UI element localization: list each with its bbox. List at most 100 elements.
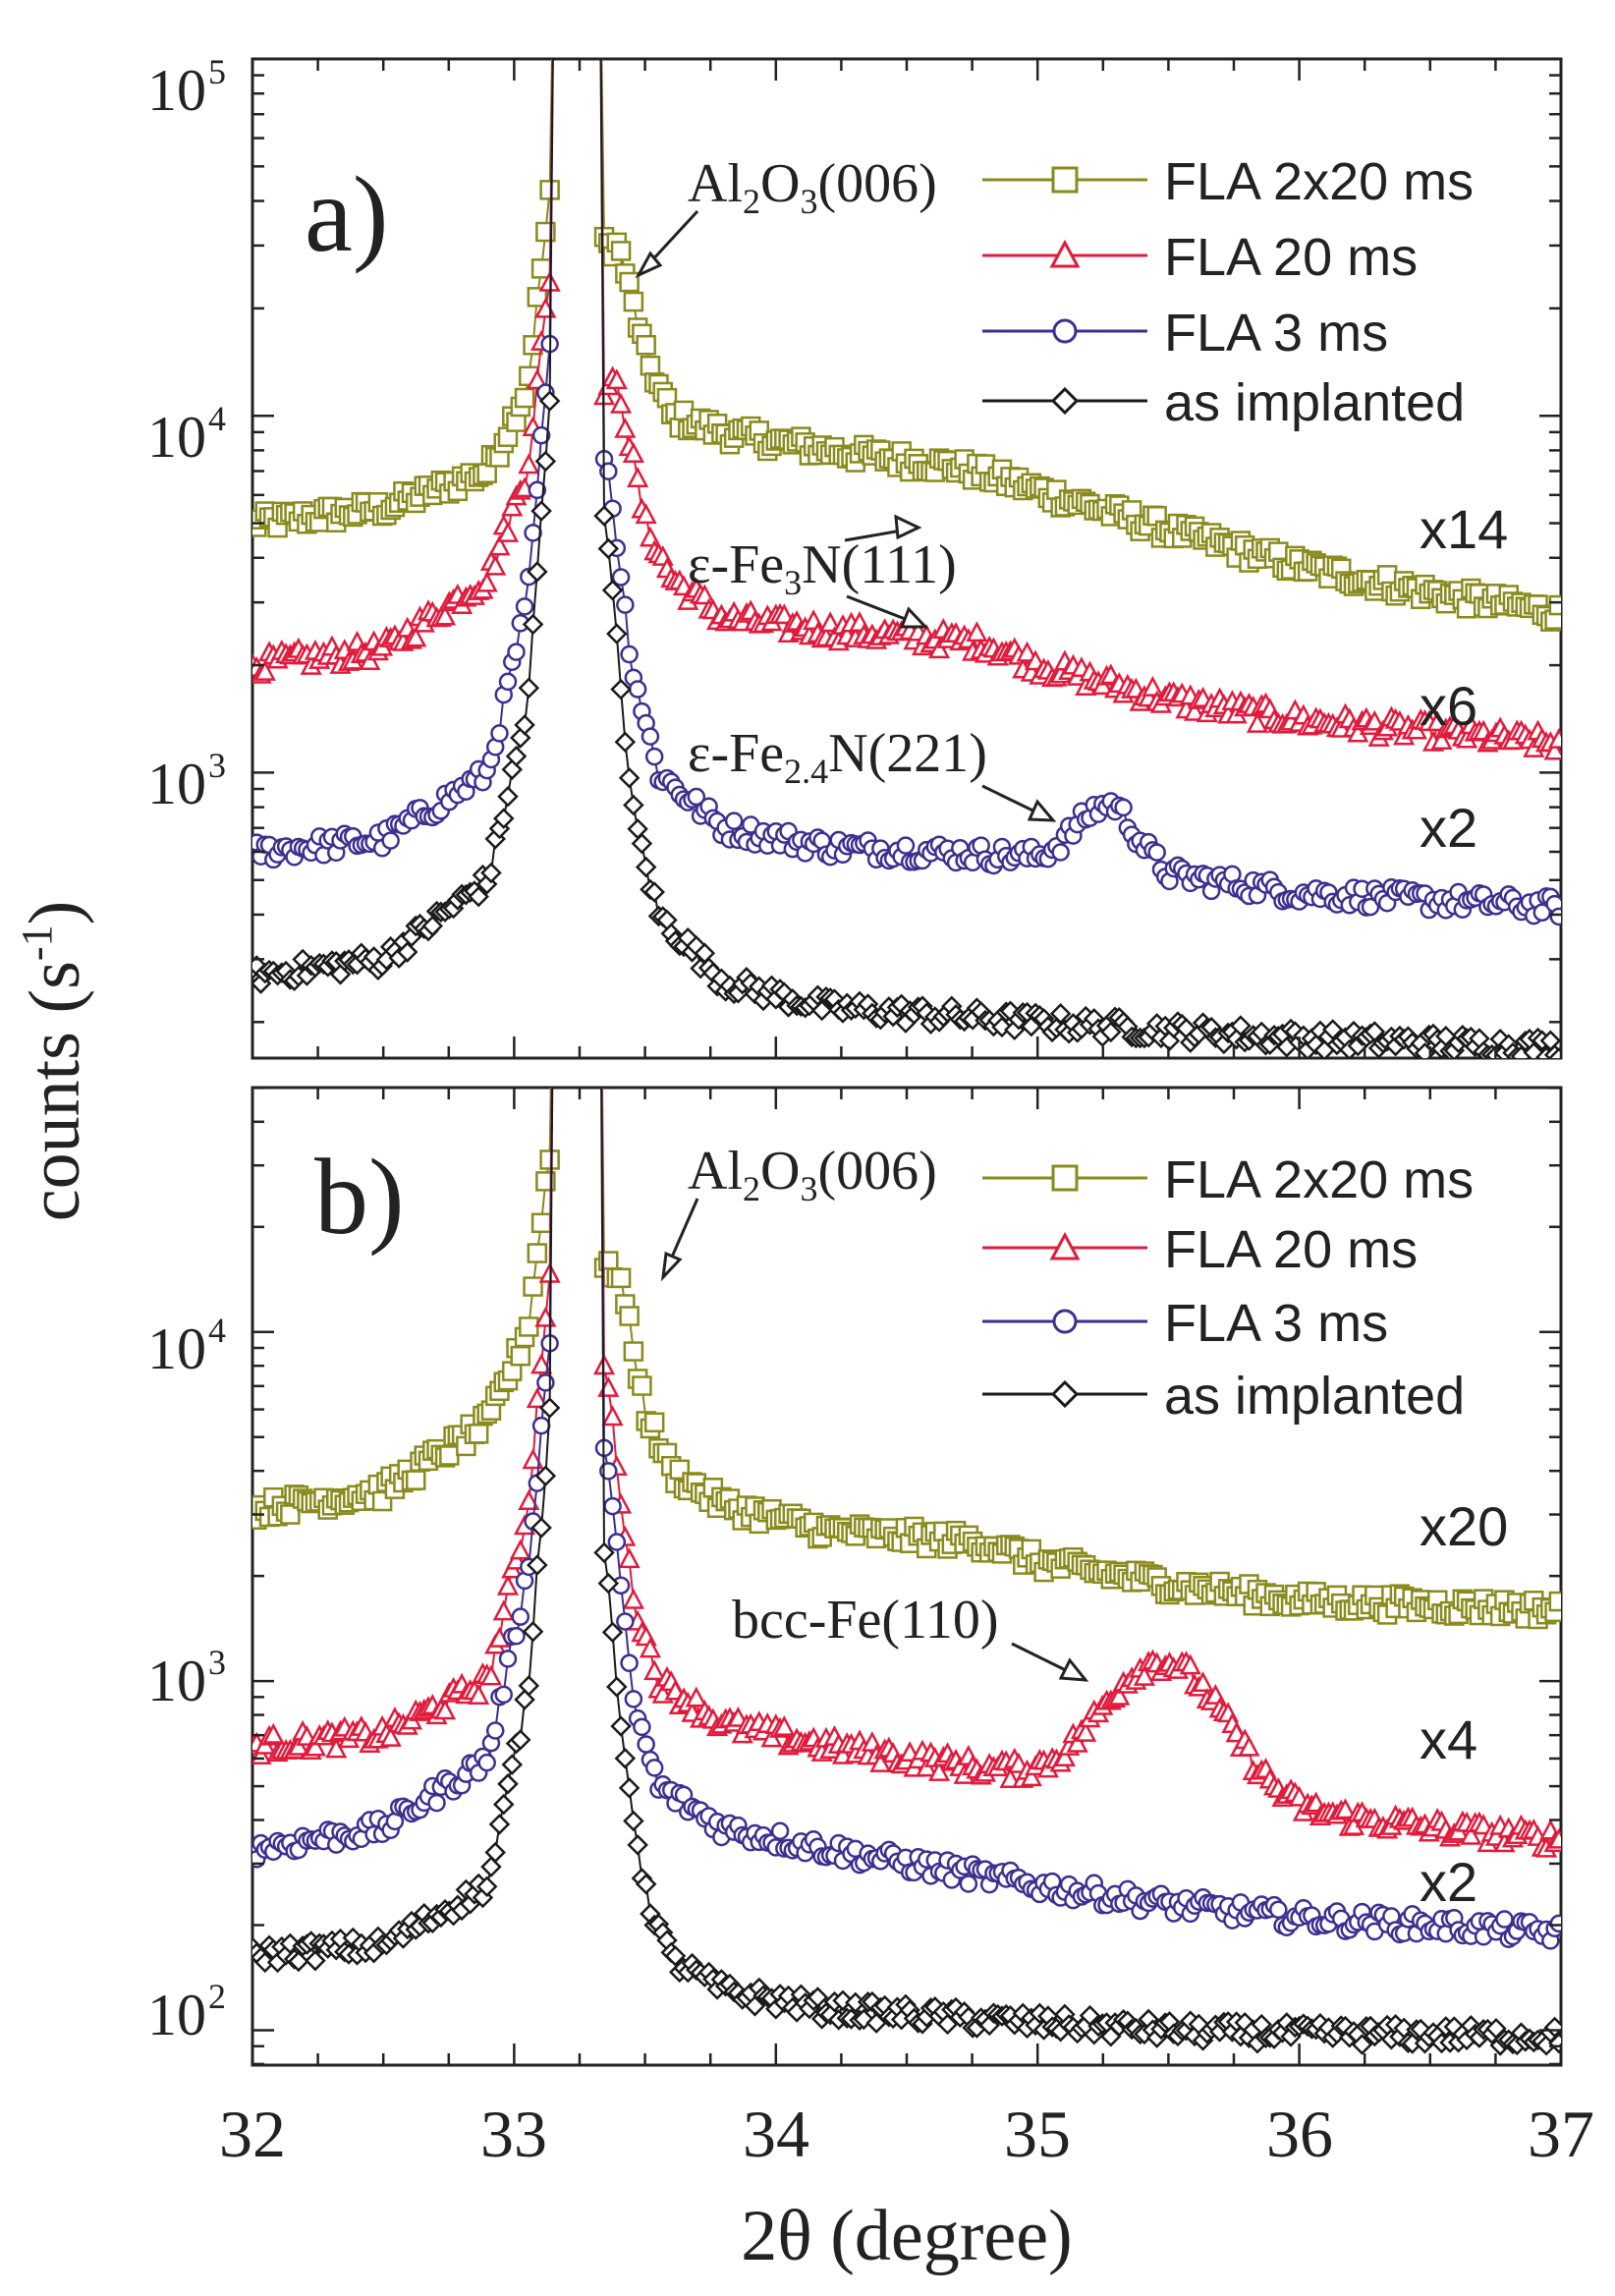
panel-b-legend: FLA 2x20 ms FLA 20 ms FLA 3 ms as implan… bbox=[982, 1150, 1474, 1426]
point-b-3-68 bbox=[527, 1554, 548, 1576]
panel-a-fe24n-arrowhead bbox=[1027, 799, 1057, 822]
x-axis-title: 2θ (degree) bbox=[741, 2196, 1072, 2276]
point-a-3-96 bbox=[643, 881, 665, 903]
point-b-3-59 bbox=[488, 1814, 511, 1835]
point-b-1-199 bbox=[1075, 1720, 1097, 1742]
point-b-0-68 bbox=[527, 1243, 548, 1263]
point-a-1-62 bbox=[501, 495, 524, 517]
point-b-2-93 bbox=[633, 1717, 651, 1737]
point-a-0-88 bbox=[610, 241, 632, 261]
point-b-1-60 bbox=[492, 1599, 515, 1621]
point-a-3-312 bbox=[1548, 1047, 1561, 1058]
point-b-3-135 bbox=[807, 1987, 829, 2008]
svg-text:FLA 2x20 ms: FLA 2x20 ms bbox=[1164, 1150, 1474, 1209]
y-axis-title-sup: -1 bbox=[13, 924, 61, 961]
point-b-1-5 bbox=[262, 1722, 285, 1744]
point-b-2-86 bbox=[603, 1496, 622, 1516]
ytick-b-1e2-exp: 2 bbox=[208, 1977, 226, 2016]
point-a-3-236 bbox=[1230, 1015, 1252, 1036]
point-a-3-61 bbox=[497, 785, 519, 808]
point-a-3-193 bbox=[1049, 1003, 1072, 1025]
point-b-1-86 bbox=[601, 1405, 624, 1427]
point-b-2-56 bbox=[477, 1753, 496, 1772]
point-b-1-238 bbox=[1238, 1735, 1260, 1757]
y-axis-title-main: counts (s bbox=[15, 961, 95, 1221]
point-a-3-57 bbox=[480, 862, 502, 884]
ytick-b-1e4-base: 10 bbox=[147, 1316, 206, 1381]
point-b-1-186 bbox=[1020, 1765, 1042, 1787]
point-a-2-92 bbox=[628, 680, 647, 699]
svg-text:as implanted: as implanted bbox=[1164, 373, 1465, 432]
point-a-2-267 bbox=[1361, 897, 1380, 917]
point-b-1-291 bbox=[1460, 1823, 1482, 1845]
point-b-3-89 bbox=[614, 1748, 637, 1769]
point-b-1-224 bbox=[1179, 1653, 1201, 1675]
svg-text:FLA 3 ms: FLA 3 ms bbox=[1164, 304, 1388, 363]
point-b-3-15 bbox=[305, 1949, 326, 1972]
legend-a-fla-3: FLA 3 ms bbox=[982, 304, 1388, 363]
point-a-3-94 bbox=[635, 856, 657, 878]
point-b-0-47 bbox=[439, 1445, 460, 1466]
point-b-3-92 bbox=[627, 1834, 648, 1856]
point-b-0-88 bbox=[610, 1267, 632, 1289]
xtick-32: 32 bbox=[219, 2097, 286, 2171]
point-b-0-69 bbox=[530, 1212, 552, 1234]
svg-text:FLA 20 ms: FLA 20 ms bbox=[1164, 1220, 1418, 1279]
point-b-3-85 bbox=[597, 1572, 620, 1595]
point-b-1-197 bbox=[1066, 1731, 1088, 1753]
ytick-a-1e4-base: 10 bbox=[147, 405, 206, 470]
svg-text:FLA 20 ms: FLA 20 ms bbox=[1164, 228, 1418, 287]
point-b-1-261 bbox=[1334, 1798, 1357, 1820]
ytick-a-1e4-exp: 4 bbox=[208, 399, 226, 438]
point-a-2-208 bbox=[1114, 798, 1133, 817]
point-b-0-312 bbox=[1548, 1591, 1561, 1612]
point-a-3-70 bbox=[534, 450, 557, 473]
point-a-1-268 bbox=[1364, 709, 1386, 731]
point-a-1-138 bbox=[819, 611, 842, 633]
point-b-2-63 bbox=[507, 1626, 526, 1646]
point-a-0-65 bbox=[514, 387, 535, 409]
point-a-2-106 bbox=[687, 787, 706, 807]
point-a-3-68 bbox=[527, 561, 548, 583]
legend-a-as-implanted: as implanted bbox=[982, 373, 1465, 432]
point-a-1-66 bbox=[518, 453, 540, 475]
point-a-2-312 bbox=[1549, 907, 1561, 926]
ytick-b-1e3-base: 10 bbox=[147, 1649, 206, 1713]
point-b-2-70 bbox=[536, 1373, 555, 1392]
point-a-1-185 bbox=[1016, 641, 1038, 662]
point-a-1-225 bbox=[1183, 700, 1206, 721]
point-b-3-90 bbox=[618, 1777, 640, 1799]
point-a-3-93 bbox=[631, 832, 653, 855]
panel-a-eps-fe24n-label: ε-Fe2.4N(221) bbox=[688, 723, 987, 791]
point-b-2-312 bbox=[1549, 1914, 1561, 1933]
panel-a-scale-fla-2x20: x14 bbox=[1420, 498, 1508, 560]
point-a-1-87 bbox=[605, 368, 628, 390]
point-a-0-68 bbox=[527, 287, 548, 308]
point-a-0-69 bbox=[530, 258, 552, 279]
panel-a-data bbox=[252, 59, 1561, 1058]
point-b-3-64 bbox=[510, 1729, 531, 1751]
point-a-3-86 bbox=[601, 579, 624, 601]
point-b-1-96 bbox=[643, 1659, 666, 1681]
point-b-1-91 bbox=[622, 1588, 644, 1609]
point-a-2-308 bbox=[1532, 903, 1552, 923]
point-b-3-61 bbox=[497, 1773, 519, 1795]
point-b-3-71 bbox=[538, 1397, 561, 1419]
panel-b-scale-fla-2x20: x20 bbox=[1420, 1495, 1508, 1557]
point-b-2-91 bbox=[624, 1690, 643, 1708]
point-b-0-67 bbox=[523, 1276, 543, 1297]
point-b-0-9 bbox=[280, 1504, 301, 1525]
point-b-2-245 bbox=[1269, 1900, 1288, 1919]
point-a-2-33 bbox=[381, 831, 400, 850]
point-a-3-205 bbox=[1100, 1021, 1122, 1043]
point-b-1-15 bbox=[304, 1735, 327, 1757]
point-b-3-67 bbox=[522, 1620, 544, 1643]
point-a-3-66 bbox=[518, 677, 540, 700]
series-b-1 bbox=[252, 1088, 1561, 1858]
point-b-0-96 bbox=[643, 1412, 665, 1433]
point-a-1-312 bbox=[1547, 727, 1561, 749]
point-a-2-59 bbox=[490, 724, 509, 743]
point-b-0-93 bbox=[632, 1375, 652, 1396]
point-a-1-39 bbox=[405, 626, 427, 647]
